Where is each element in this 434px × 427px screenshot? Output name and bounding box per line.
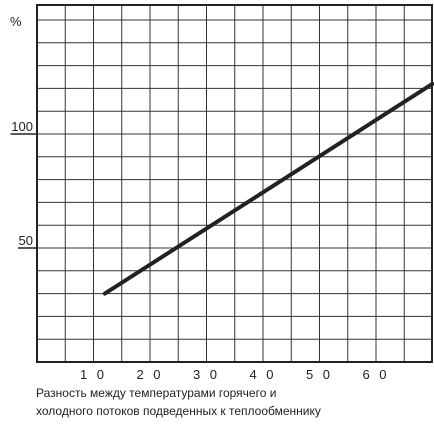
x-tick-label: 1 0 — [80, 367, 107, 382]
chart-grid — [37, 5, 432, 362]
x-tick-label: 3 0 — [193, 367, 220, 382]
x-tick-label: 4 0 — [249, 367, 276, 382]
chart-svg: % 50 100 1 0 2 0 3 0 4 0 5 0 6 0 — [10, 4, 434, 382]
x-tick-label: 2 0 — [136, 367, 163, 382]
y-axis-unit-label: % — [10, 14, 22, 29]
y-tick-label: 100 — [11, 119, 33, 134]
x-tick-label: 6 0 — [362, 367, 389, 382]
y-tick-labels: 50 100 — [10, 119, 37, 249]
y-tick-label: 50 — [19, 233, 33, 248]
data-line — [102, 81, 434, 296]
x-tick-labels: 1 0 2 0 3 0 4 0 5 0 6 0 — [80, 367, 389, 382]
x-axis-caption-line-2: холодного потоков подведенных к теплообм… — [36, 404, 321, 418]
x-tick-label: 5 0 — [306, 367, 333, 382]
x-axis-caption-line-1: Разность между температурами горячего и — [36, 386, 277, 400]
plot-frame — [36, 4, 433, 363]
